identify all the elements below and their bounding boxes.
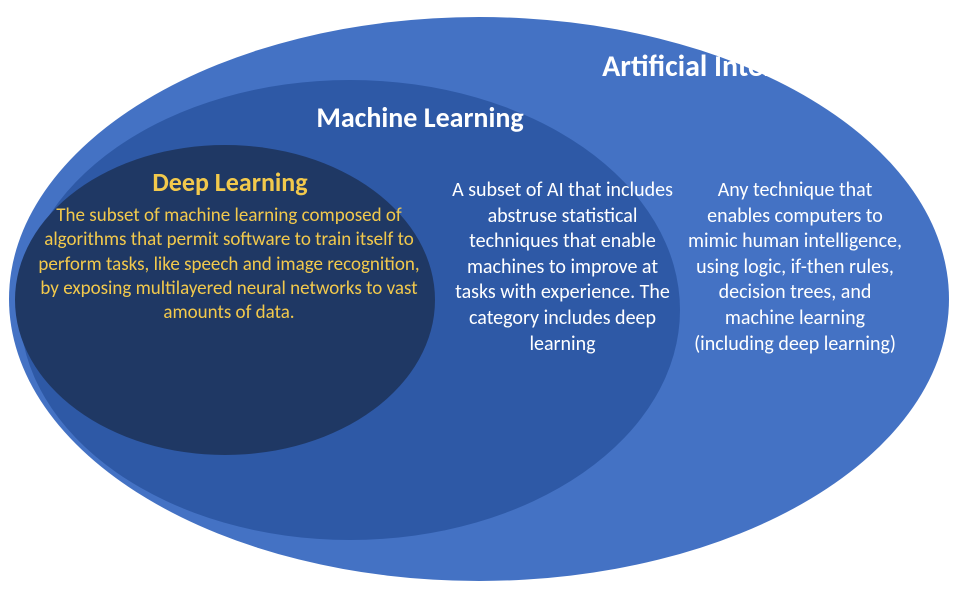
description-ml: A subset of AI that includes abstruse st… bbox=[450, 178, 675, 357]
title-ai: Artificial Intelligence bbox=[530, 48, 930, 85]
description-ai: Any technique that enables computers to … bbox=[685, 178, 905, 357]
venn-diagram: Artificial Intelligence Machine Learning… bbox=[0, 0, 958, 590]
description-dl: The subset of machine learning composed … bbox=[35, 204, 423, 326]
title-ml: Machine Learning bbox=[270, 100, 570, 135]
title-dl: Deep Learning bbox=[90, 166, 370, 198]
